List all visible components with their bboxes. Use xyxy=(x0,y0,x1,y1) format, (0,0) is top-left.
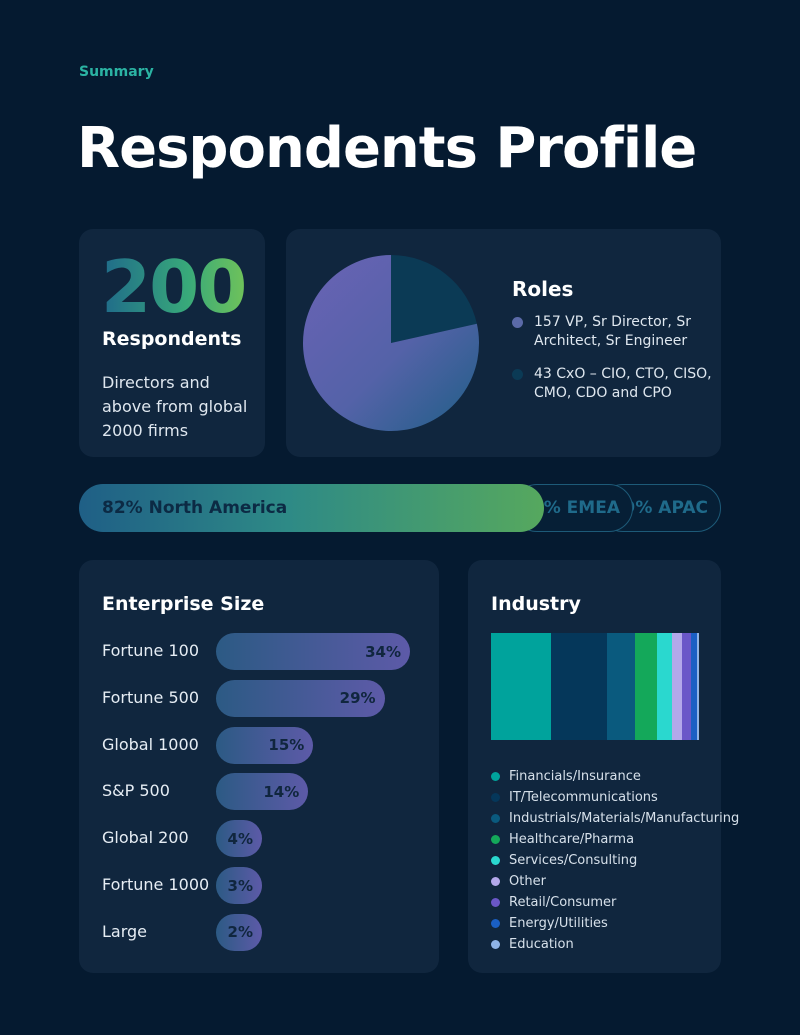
roles-card: Roles 157 VP, Sr Director, Sr Architect,… xyxy=(286,229,721,457)
enterprise-size-row: Fortune 500 29% xyxy=(79,679,439,717)
region-label-apac: 9% APAC xyxy=(623,498,708,518)
region-label-emea: 9% EMEA xyxy=(531,498,620,518)
legend-swatch xyxy=(491,898,500,907)
legend-swatch xyxy=(491,772,500,781)
legend-label: 43 CxO – CIO, CTO, CISO, CMO, CDO and CP… xyxy=(534,366,712,401)
enterprise-size-label: Fortune 100 xyxy=(102,641,200,660)
enterprise-size-label: Global 1000 xyxy=(102,734,199,754)
legend-label: Energy/Utilities xyxy=(509,916,608,931)
legend-swatch xyxy=(512,369,523,380)
legend-label: Healthcare/Pharma xyxy=(509,832,635,847)
respondents-count: 200 xyxy=(101,245,247,329)
legend-swatch xyxy=(491,856,500,865)
enterprise-size-label: Large xyxy=(102,921,148,941)
enterprise-size-label: Fortune 500 xyxy=(102,687,200,707)
enterprise-size-row: S&P 500 14% xyxy=(79,773,439,811)
enterprise-size-label: Global 200 xyxy=(102,828,189,848)
legend-item: Healthcare/Pharma xyxy=(491,829,739,850)
industry-segment xyxy=(682,633,691,740)
legend-item: Industrials/Materials/Manufacturing xyxy=(491,808,739,829)
enterprise-size-bar: 34% xyxy=(216,633,410,670)
legend-swatch xyxy=(491,919,500,928)
enterprise-size-label: S&P 500 xyxy=(102,781,170,801)
legend-label: Other xyxy=(509,874,546,889)
enterprise-size-value: 14% xyxy=(263,782,300,801)
enterprise-size-label: Fortune 1000 xyxy=(102,875,210,894)
enterprise-size-bar: 15% xyxy=(216,726,314,764)
legend-label: IT/Telecommunications xyxy=(509,790,658,805)
enterprise-size-card: Enterprise Size Fortune 100 34% Fortune 50… xyxy=(79,560,439,973)
industry-card: Industry Financials/Insurance IT/Telecomm… xyxy=(468,560,739,973)
legend-label: Industrials/Materials/Manufacturing xyxy=(509,811,740,826)
pie-slice-cxo xyxy=(391,255,477,343)
industry-segment xyxy=(634,633,658,740)
legend-item: Education xyxy=(491,934,739,955)
respondents-label: Respondents xyxy=(102,328,242,350)
enterprise-size-row: Fortune 1000 3% xyxy=(79,867,439,904)
legend-swatch xyxy=(491,835,500,844)
enterprise-size-title: Enterprise Size xyxy=(102,593,265,615)
enterprise-size-row: Large 2% xyxy=(79,913,439,951)
enterprise-size-value: 2% xyxy=(227,923,253,942)
legend-swatch xyxy=(491,877,500,886)
roles-title: Roles xyxy=(512,277,574,301)
legend-item: Financials/Insurance xyxy=(491,766,739,787)
legend-item: Other xyxy=(491,871,739,892)
legend-item: 43 CxO – CIO, CTO, CISO, CMO, CDO and CP… xyxy=(512,365,712,403)
enterprise-size-value: 3% xyxy=(227,876,253,895)
legend-swatch xyxy=(491,793,500,802)
enterprise-size-value: 4% xyxy=(227,829,253,848)
region-bar-chart: 9% APAC 9% EMEA 82% North America xyxy=(79,484,721,532)
enterprise-size-bar: 4% xyxy=(216,820,262,858)
legend-item: Energy/Utilities xyxy=(491,913,739,934)
industry-segment xyxy=(607,633,635,740)
industry-title: Industry xyxy=(491,593,581,615)
industry-segment xyxy=(696,633,699,740)
enterprise-size-value: 15% xyxy=(268,736,305,755)
enterprise-size-row: Fortune 100 34% xyxy=(79,633,439,670)
legend-label: Financials/Insurance xyxy=(509,769,641,784)
industry-segment xyxy=(657,633,672,740)
legend-label: Services/Consulting xyxy=(509,853,638,868)
enterprise-size-bar: 29% xyxy=(216,679,385,717)
enterprise-size-bar: 14% xyxy=(216,773,309,811)
enterprise-size-bar: 2% xyxy=(216,913,262,951)
industry-segment xyxy=(491,633,552,740)
industry-segment xyxy=(551,633,608,740)
respondents-card: 200 Respondents Directors and above from… xyxy=(79,229,265,457)
legend-item: Retail/Consumer xyxy=(491,892,739,913)
roles-pie-chart xyxy=(303,255,479,431)
enterprise-size-value: 34% xyxy=(365,642,401,661)
legend-item: 157 VP, Sr Director, Sr Architect, Sr En… xyxy=(512,313,712,351)
legend-swatch xyxy=(512,317,523,328)
legend-label: Education xyxy=(509,937,574,952)
enterprise-size-bar: 3% xyxy=(216,867,262,904)
industry-segment xyxy=(671,633,683,740)
pie-slice-vp xyxy=(303,255,479,431)
legend-swatch xyxy=(491,940,500,949)
legend-item: Services/Consulting xyxy=(491,850,739,871)
legend-label: 157 VP, Sr Director, Sr Architect, Sr En… xyxy=(534,314,691,349)
legend-item: IT/Telecommunications xyxy=(491,787,739,808)
respondents-description: Directors and above from global 2000 fir… xyxy=(102,373,248,440)
roles-legend: 157 VP, Sr Director, Sr Architect, Sr En… xyxy=(512,313,712,417)
region-bar-north-america: 82% North America xyxy=(79,484,544,532)
enterprise-size-value: 29% xyxy=(339,689,376,708)
region-label-north-america: 82% North America xyxy=(102,498,288,518)
enterprise-size-row: Global 1000 15% xyxy=(79,726,439,764)
eyebrow-label: Summary xyxy=(79,64,154,80)
legend-label: Retail/Consumer xyxy=(509,895,617,910)
industry-legend: Financials/Insurance IT/Telecommunication… xyxy=(491,766,739,955)
legend-swatch xyxy=(491,814,500,823)
enterprise-size-row: Global 200 4% xyxy=(79,820,439,858)
page-title: Respondents Profile xyxy=(77,116,697,181)
industry-stacked-bar xyxy=(491,633,699,740)
industry-segment xyxy=(690,633,697,740)
